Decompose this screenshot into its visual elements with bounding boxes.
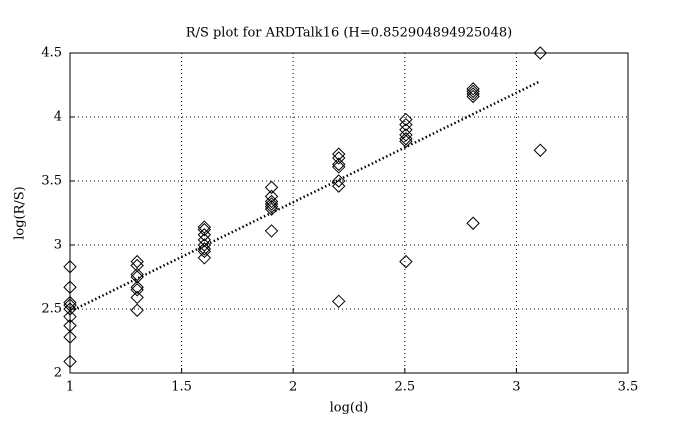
data-point <box>332 151 346 165</box>
data-point <box>197 220 212 234</box>
data-point <box>332 160 346 174</box>
data-point <box>264 197 279 211</box>
fit-line <box>69 80 541 313</box>
data-point <box>130 280 144 294</box>
data-point <box>197 242 212 256</box>
data-point <box>130 303 144 317</box>
plot-frame <box>69 52 629 374</box>
data-point <box>332 179 346 193</box>
data-point <box>197 222 212 237</box>
data-point <box>399 117 413 132</box>
y-tick-label: 2.5 <box>41 302 62 317</box>
data-point <box>399 132 413 146</box>
data-point <box>399 134 413 149</box>
y-tick-label: 4 <box>54 110 62 125</box>
data-point <box>332 174 346 188</box>
data-point <box>63 330 77 344</box>
data-point <box>399 112 413 127</box>
data-point <box>466 87 480 101</box>
data-point <box>130 290 144 305</box>
x-axis-label: log(d) <box>330 401 369 416</box>
data-point <box>466 82 480 96</box>
data-point <box>197 238 212 252</box>
chart-title: R/S plot for ARDTalk16 (H=0.852904894925… <box>186 26 512 41</box>
data-point <box>332 294 346 309</box>
data-point <box>533 143 547 157</box>
data-point <box>63 354 77 369</box>
data-point <box>264 224 279 238</box>
data-point <box>264 202 279 216</box>
data-point <box>63 302 77 316</box>
data-point <box>264 180 279 195</box>
data-point <box>130 267 144 282</box>
data-point <box>332 157 346 172</box>
data-point <box>466 84 480 99</box>
data-point <box>264 194 279 209</box>
y-axis-label: log(R/S) <box>13 186 28 240</box>
data-point <box>63 280 77 294</box>
data-point <box>399 128 413 142</box>
data-point <box>63 295 77 310</box>
y-tick-label: 3.5 <box>41 174 62 189</box>
data-point <box>63 260 77 274</box>
data-point <box>130 270 144 284</box>
x-tick-label: 3 <box>512 380 520 395</box>
data-point <box>466 216 480 230</box>
y-tick-label: 4.5 <box>41 46 62 61</box>
data-point <box>399 254 413 269</box>
y-tick-label: 2 <box>54 366 62 381</box>
data-point <box>264 189 279 204</box>
data-point <box>197 244 212 259</box>
data-point <box>130 283 144 297</box>
data-point <box>130 254 144 269</box>
data-point <box>197 228 212 242</box>
x-tick-label: 1.5 <box>171 380 192 395</box>
data-point <box>332 147 346 161</box>
x-tick-label: 3.5 <box>618 380 639 395</box>
data-point <box>466 89 480 104</box>
data-point <box>197 251 212 265</box>
y-tick-label: 3 <box>54 238 62 253</box>
data-point <box>533 46 547 60</box>
x-tick-label: 2.5 <box>394 380 415 395</box>
x-tick-label: 2 <box>289 380 297 395</box>
data-point <box>63 309 77 324</box>
x-tick-label: 1 <box>66 380 74 395</box>
